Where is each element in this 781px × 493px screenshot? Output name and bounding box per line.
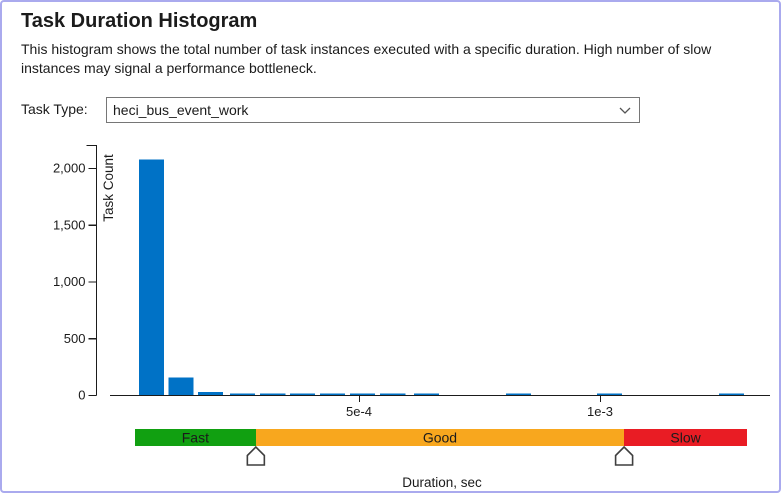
histogram-bar: [380, 393, 406, 395]
threshold-slider-handle[interactable]: [614, 445, 634, 466]
threshold-slider-handle[interactable]: [246, 445, 266, 466]
histogram-bar: [290, 393, 316, 395]
y-axis-tick-label: 1,500: [53, 217, 86, 232]
task-type-label: Task Type:: [21, 101, 88, 117]
y-axis-tick-label: 500: [64, 331, 86, 346]
threshold-band-slow: [624, 429, 748, 446]
threshold-band-fast: [134, 429, 256, 446]
y-axis-title: Task Count: [101, 154, 116, 222]
histogram-bar: [597, 393, 623, 395]
x-axis-title: Duration, sec: [402, 475, 482, 490]
task-type-select[interactable]: heci_bus_event_work: [106, 97, 640, 123]
histogram-bar: [413, 393, 440, 395]
y-axis-tick-label: 2,000: [53, 161, 86, 176]
page-title: Task Duration Histogram: [21, 10, 258, 32]
histogram-bar: [319, 393, 346, 395]
y-axis-tick-label: 1,000: [53, 274, 86, 289]
histogram-bar: [506, 393, 532, 395]
histogram-bar: [229, 393, 255, 395]
threshold-band-good: [255, 429, 625, 446]
threshold-band-label: Fast: [182, 430, 209, 446]
histogram-bar: [719, 393, 745, 395]
histogram-bar: [349, 393, 375, 395]
histogram-bar: [260, 393, 286, 395]
threshold-band-label: Good: [423, 430, 457, 446]
histogram-bar: [168, 377, 194, 395]
page-description: This histogram shows the total number of…: [21, 41, 712, 76]
histogram-bar: [139, 159, 165, 395]
y-axis-tick-label: 0: [78, 388, 85, 403]
threshold-band-label: Slow: [670, 430, 701, 446]
x-axis-tick-label: 5e-4: [346, 404, 372, 419]
histogram-bar: [198, 391, 224, 395]
x-axis-tick-label: 1e-3: [587, 404, 613, 419]
